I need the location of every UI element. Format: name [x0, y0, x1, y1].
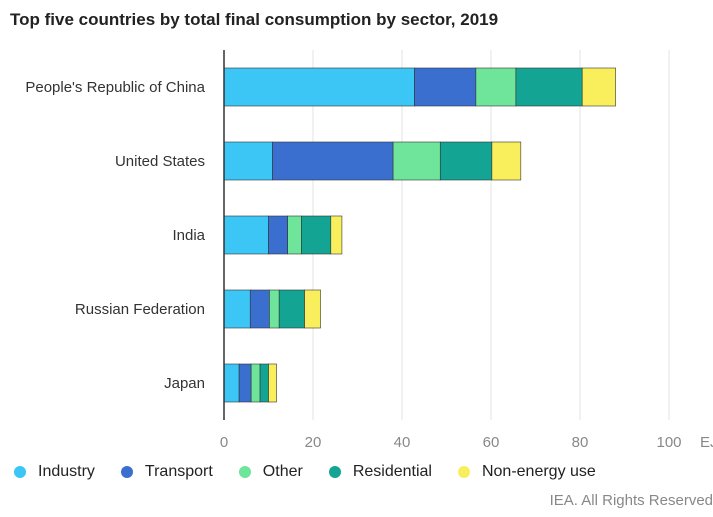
legend-swatch	[328, 466, 341, 478]
bar-segment-transport	[268, 215, 288, 255]
bar-segment-transport	[249, 289, 270, 329]
legend-item: Other	[238, 463, 303, 481]
bar-segment-other	[269, 289, 280, 329]
bar-segment-non-energy-use	[268, 363, 277, 403]
bar-segment-residential	[301, 215, 332, 255]
legend-swatch	[238, 466, 251, 478]
legend-swatch	[457, 466, 470, 478]
x-unit-label: EJ	[700, 434, 713, 451]
bar-segment-industry	[223, 67, 415, 107]
bar-segment-transport	[238, 363, 252, 403]
bar-segment-non-energy-use	[304, 289, 321, 329]
x-tick-label: 0	[220, 434, 228, 451]
bar-segment-residential	[439, 141, 493, 181]
bar-segment-residential	[259, 363, 269, 403]
legend-label: Non-energy use	[481, 463, 596, 480]
bar-segment-non-energy-use	[581, 67, 616, 107]
copyright-footer: IEA. All Rights Reserved	[549, 492, 713, 509]
bar-segment-industry	[223, 289, 251, 329]
chart-title: Top five countries by total final consum…	[10, 10, 499, 29]
x-tick-label: 100	[656, 434, 681, 451]
legend-label: Residential	[352, 463, 432, 480]
category-label: People's Republic of China	[25, 79, 205, 96]
x-tick-label: 80	[572, 434, 589, 451]
legend-item: Industry	[14, 463, 95, 481]
x-tick-label: 60	[483, 434, 500, 451]
bar-segment-industry	[223, 141, 273, 181]
legend-item: Transport	[120, 463, 213, 481]
legend-swatch	[120, 466, 133, 478]
bar-segment-residential	[515, 67, 583, 107]
bar-segment-residential	[278, 289, 305, 329]
bar-segment-other	[392, 141, 441, 181]
legend: Industry Transport Other Residential Non-ene…	[14, 463, 622, 481]
bar-segment-other	[475, 67, 517, 107]
category-label: Japan	[164, 375, 205, 392]
category-label: Russian Federation	[75, 301, 205, 318]
bar-segment-non-energy-use	[491, 141, 522, 181]
legend-item: Residential	[328, 463, 432, 481]
bar-segment-non-energy-use	[330, 215, 343, 255]
legend-label: Transport	[144, 463, 213, 480]
bar-segment-other	[250, 363, 261, 403]
legend-swatch	[14, 466, 26, 478]
legend-item: Non-energy use	[457, 463, 596, 481]
legend-label: Industry	[38, 463, 95, 480]
bar-segment-industry	[223, 363, 240, 403]
x-tick-label: 20	[305, 434, 322, 451]
bar-segment-industry	[223, 215, 269, 255]
category-label: United States	[115, 153, 205, 170]
x-tick-label: 40	[394, 434, 411, 451]
category-label: India	[172, 227, 205, 244]
bar-segment-transport	[414, 67, 477, 107]
legend-label: Other	[262, 463, 303, 480]
bar-segment-transport	[272, 141, 394, 181]
bar-segment-other	[287, 215, 302, 255]
